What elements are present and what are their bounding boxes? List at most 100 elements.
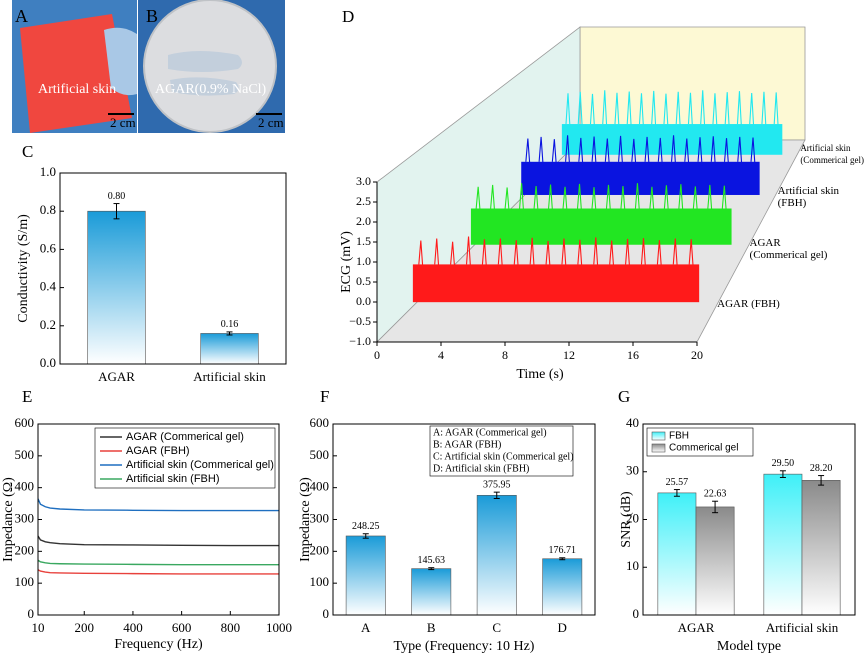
- y-tick-label: 500: [15, 447, 35, 462]
- legend: AGAR (Commerical gel) AGAR (FBH) Artificia…: [94, 427, 276, 489]
- legend-label: AGAR (Commerical gel): [126, 431, 244, 443]
- r-peak: [605, 184, 612, 213]
- r-peak: [504, 187, 510, 213]
- x-tick-label: A: [361, 620, 371, 635]
- r-peak: [684, 138, 690, 166]
- bar: [87, 210, 146, 365]
- annotation: C: Artificial skin (Commerical gel): [433, 451, 574, 462]
- r-peak: [481, 239, 487, 269]
- error-bar: [493, 491, 500, 500]
- plot-frame: [37, 423, 280, 616]
- photo-label: AGAR(0.9% NaCl): [155, 82, 267, 97]
- legend-label: FBH: [669, 431, 689, 442]
- bar: [657, 492, 697, 616]
- data-label: 0.16: [221, 319, 239, 330]
- r-peak: [519, 183, 525, 213]
- r-peak: [761, 91, 767, 129]
- r-peak: [675, 91, 681, 129]
- r-peak: [551, 139, 557, 166]
- signal-band: [412, 264, 700, 303]
- error-bar: [113, 203, 120, 220]
- y-axis-label: SNR (dB): [619, 491, 634, 548]
- r-peak: [529, 237, 535, 269]
- x-tick-label: 10: [32, 620, 45, 635]
- y-tick-label: 30: [626, 463, 639, 478]
- legend-label: AGAR (FBH): [126, 445, 190, 457]
- error-bar: [779, 470, 786, 478]
- signal-band: [470, 208, 732, 245]
- y-tick-label: 500: [310, 447, 330, 462]
- data-label: 22.63: [704, 489, 727, 500]
- r-peak: [700, 90, 706, 129]
- error-bar: [712, 500, 719, 514]
- r-peak: [545, 240, 551, 269]
- x-tick-label: AGAR: [98, 369, 135, 384]
- data-label: 28.20: [810, 463, 833, 474]
- r-peak: [663, 185, 669, 213]
- r-peak: [578, 137, 584, 166]
- annotation: A: AGAR (Commerical gel): [433, 427, 547, 438]
- r-peak: [678, 184, 684, 213]
- y-axis-label: Impedance (Ω): [298, 477, 313, 562]
- x-tick-label: 600: [172, 620, 192, 635]
- y-tick-label: 300: [310, 510, 330, 525]
- y-tick-label: 0.0: [40, 355, 56, 370]
- line: [37, 498, 279, 512]
- y-tick-label: −1.0: [349, 334, 371, 348]
- legend-swatch: [651, 431, 666, 441]
- annotation-box: A: AGAR (Commerical gel)B: AGAR (FBH)C: …: [429, 425, 574, 477]
- series-name: Artificial skin (Commerical gel): [800, 143, 865, 166]
- r-peak: [692, 186, 698, 213]
- bar: [411, 568, 452, 616]
- x-tick-label: 1000: [266, 620, 292, 635]
- r-peak: [497, 238, 503, 269]
- r-peak: [721, 185, 727, 213]
- x-tick-label: 16: [627, 348, 639, 362]
- r-peak: [626, 91, 632, 129]
- r-peak: [736, 91, 743, 129]
- legend-box: [94, 427, 276, 489]
- y-tick-label: 0.6: [40, 240, 57, 255]
- y-tick-label: 1.0: [356, 254, 371, 268]
- series-name: AGAR (FBH): [717, 297, 780, 310]
- r-peak: [724, 92, 730, 129]
- r-peak: [465, 236, 472, 269]
- r-peak: [644, 136, 650, 166]
- y-tick-label: 0.2: [40, 317, 56, 332]
- plot-frame: [642, 423, 856, 616]
- y-tick-label: 0.8: [40, 202, 56, 217]
- error-bar: [673, 489, 680, 497]
- r-peak: [576, 183, 583, 213]
- legend-label: Artificial skin (Commerical gel): [126, 459, 274, 471]
- x-axis-label: Model type: [717, 639, 781, 654]
- y-tick-label: 20: [626, 510, 639, 525]
- y-tick-label: 0.5: [356, 274, 371, 288]
- plot-frame: [332, 423, 596, 616]
- photo-b: [138, 0, 285, 133]
- annotation: B: AGAR (FBH): [433, 439, 501, 450]
- photo-a: [12, 0, 137, 133]
- y-tick-label: 1.5: [356, 234, 371, 248]
- r-peak: [450, 241, 456, 269]
- y-tick-label: 400: [310, 479, 330, 494]
- annotation: D: Artificial skin (FBH): [433, 463, 529, 474]
- x-axis-label: Frequency (Hz): [114, 637, 203, 652]
- r-peak: [577, 91, 583, 129]
- x-axis-label: Time (s): [516, 367, 564, 382]
- r-peak: [533, 185, 539, 213]
- y-tick-label: 200: [310, 542, 330, 557]
- y-tick-label: 200: [15, 542, 35, 557]
- r-peak: [604, 138, 610, 166]
- series-label: AGAR (Commerical gel): [750, 237, 828, 261]
- x-tick-label: D: [558, 620, 567, 635]
- r-peak: [525, 138, 531, 166]
- x-tick-label: B: [427, 620, 436, 635]
- data-label: 176.71: [549, 545, 577, 556]
- scale-label: 2 cm: [258, 115, 284, 130]
- r-peak: [749, 92, 755, 129]
- r-peak: [538, 136, 544, 166]
- y-axis-label: Conductivity (S/m): [16, 214, 31, 323]
- y-tick-label: 100: [15, 574, 35, 589]
- y-axis-label: ECG (mV): [339, 231, 354, 293]
